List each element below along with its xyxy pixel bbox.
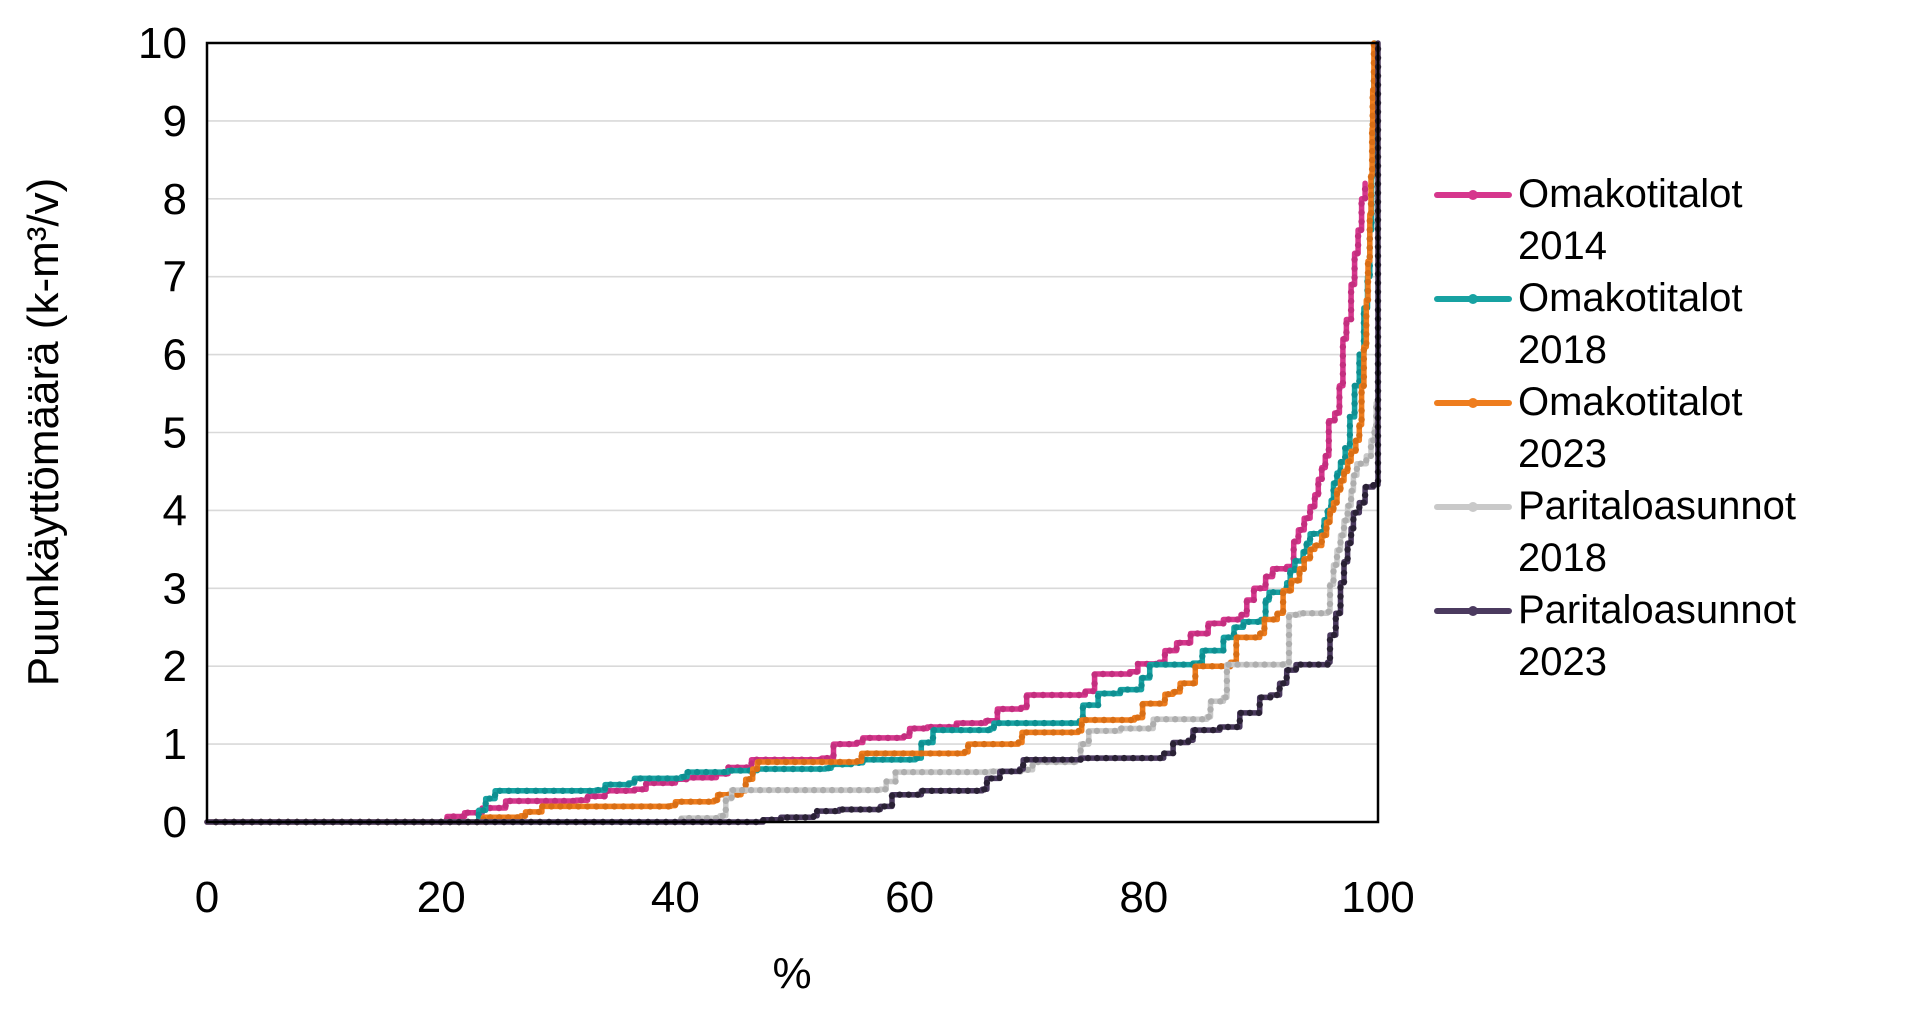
- legend-label: Omakotitalot 2023: [1518, 376, 1743, 480]
- series-line-paritaloasunnot-2018: [204, 347, 1381, 825]
- legend-label: Omakotitalot 2018: [1518, 272, 1743, 376]
- legend-label: Paritaloasunnot 2018: [1518, 480, 1796, 584]
- y-tick-label-1: 1: [163, 720, 187, 769]
- y-tick-label-10: 10: [138, 19, 187, 68]
- y-tick-label-7: 7: [163, 253, 187, 302]
- x-tick-label-20: 20: [417, 873, 466, 922]
- y-tick-label-2: 2: [163, 642, 187, 691]
- legend-label-line: 2014: [1518, 224, 1607, 268]
- series-omakotitalot-2018: [204, 40, 1378, 826]
- series-markers-omakotitalot-2018: [212, 42, 1378, 826]
- legend-label: Paritaloasunnot 2023: [1518, 584, 1796, 688]
- legend-item-paritaloasunnot-2018: Paritaloasunnot 2018: [1434, 480, 1904, 584]
- legend-label-line: 2018: [1518, 536, 1607, 580]
- y-axis-tick-labels: 0 1 2 3 4 5 6 7 8 9 10: [138, 19, 187, 847]
- legend-label-line: Paritaloasunnot: [1518, 484, 1796, 528]
- plot-border: [205, 41, 1380, 824]
- legend-item-omakotitalot-2023: Omakotitalot 2023: [1434, 376, 1904, 480]
- y-tick-label-6: 6: [163, 331, 187, 380]
- series-markers-omakotitalot-2023: [212, 41, 1378, 826]
- series-omakotitalot-2023: [204, 40, 1378, 826]
- legend-marker-icon: [1434, 376, 1512, 428]
- legend-label-line: Omakotitalot: [1518, 276, 1743, 320]
- legend-label-line: Paritaloasunnot: [1518, 588, 1796, 632]
- legend-marker-icon: [1434, 480, 1512, 532]
- series-paritaloasunnot-2023: [204, 40, 1382, 826]
- legend-label-line: 2023: [1518, 432, 1607, 476]
- series-markers-paritaloasunnot-2023: [212, 45, 1382, 826]
- y-tick-label-4: 4: [163, 486, 187, 535]
- x-axis-title: %: [772, 949, 811, 998]
- legend-label-line: 2023: [1518, 640, 1607, 684]
- x-tick-label-60: 60: [885, 873, 934, 922]
- legend-item-omakotitalot-2018: Omakotitalot 2018: [1434, 272, 1904, 376]
- legend-marker-icon: [1434, 168, 1512, 220]
- gridlines: [207, 120, 1378, 745]
- series-lines: [204, 40, 1382, 826]
- legend-label-line: 2018: [1518, 328, 1607, 372]
- y-tick-label-8: 8: [163, 175, 187, 224]
- y-tick-label-9: 9: [163, 97, 187, 146]
- x-axis-tick-labels: 0 20 40 60 80 100: [195, 873, 1415, 922]
- x-tick-label-0: 0: [195, 873, 219, 922]
- legend-label-line: Omakotitalot: [1518, 380, 1743, 424]
- y-tick-label-0: 0: [163, 798, 187, 847]
- y-axis-title: Puunkäyttömäärä (k-m³/v): [19, 178, 68, 687]
- legend-marker-icon: [1434, 584, 1512, 636]
- series-line-omakotitalot-2014: [204, 180, 1368, 825]
- x-tick-label-80: 80: [1119, 873, 1168, 922]
- y-tick-label-5: 5: [163, 409, 187, 458]
- legend: Omakotitalot 2014 Omakotitalot 2018 Omakotit…: [1434, 168, 1904, 688]
- y-tick-label-3: 3: [163, 564, 187, 613]
- legend-item-paritaloasunnot-2023: Paritaloasunnot 2023: [1434, 584, 1904, 688]
- legend-label-line: Omakotitalot: [1518, 172, 1743, 216]
- x-tick-label-100: 100: [1341, 873, 1414, 922]
- legend-item-omakotitalot-2014: Omakotitalot 2014: [1434, 168, 1904, 272]
- legend-label: Omakotitalot 2014: [1518, 168, 1743, 272]
- x-tick-label-40: 40: [651, 873, 700, 922]
- legend-marker-icon: [1434, 272, 1512, 324]
